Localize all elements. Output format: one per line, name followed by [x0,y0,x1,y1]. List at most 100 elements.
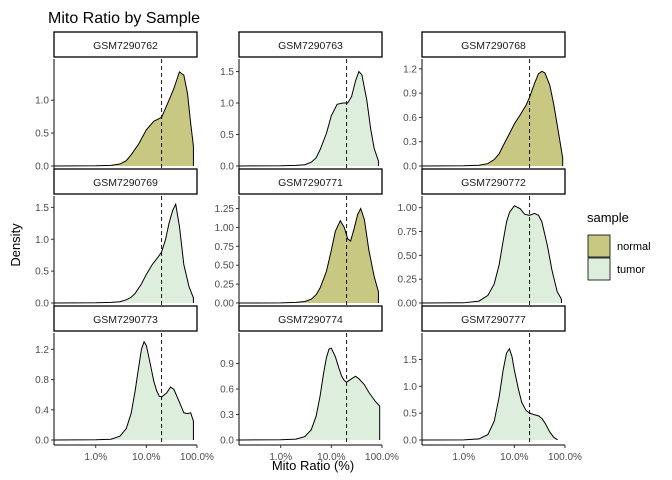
legend-key-normal [587,234,611,258]
facet-strip [421,31,566,58]
y-tick-label: 0.75 [398,227,418,238]
y-tick-label: 0.5 [220,130,234,141]
x-tick-label: 10.0% [317,452,345,463]
y-tick-label: 1.25 [215,204,235,215]
density-curve [238,70,379,167]
legend: sample normal tumor [587,210,651,281]
density-area [54,71,194,166]
y-tick-label: 0.0 [35,162,49,173]
facet-strip-label: GSM7290772 [461,177,526,189]
x-tick-label: 1.0% [452,452,475,463]
facet-panel: GSM7290771 0.00 0.25 0.50 0.75 1.00 1.25 [215,168,383,311]
legend-label-normal: normal [617,241,651,253]
density-curve [53,340,194,441]
density-area [422,71,563,166]
density-curve [421,70,564,167]
y-tick-label: 0.8 [35,375,49,386]
facet-strip-label: GSM7290773 [93,314,158,326]
y-tick-label: 1.2 [403,64,417,75]
x-tick-label: 10.0% [500,452,528,463]
facet-panel: GSM7290768 0.0 0.3 0.6 0.9 1.2 [403,31,566,174]
y-tick-label: 0.25 [398,275,418,286]
facet-panel: GSM7290769 0.0 0.5 1.0 1.5 [35,168,198,311]
facet-panel: GSM7290772 0.00 0.25 0.50 0.75 1.00 [398,168,566,311]
y-tick-label: 1.0 [35,96,49,107]
facet-strip [238,305,383,332]
y-tick-label: 0.0 [403,436,417,447]
y-tick-label: 0.5 [35,267,49,278]
facet-strip-label: GSM7290768 [461,40,526,52]
y-tick-label: 0.4 [35,405,49,416]
y-tick-label: 0.0 [220,162,234,173]
x-tick-label: 10.0% [132,452,160,463]
facet-strip [53,168,198,195]
y-tick-label: 1.2 [35,345,49,356]
facet-strip-label: GSM7290771 [278,177,343,189]
y-tick-label: 1.00 [215,223,235,234]
facet-panel: GSM7290774 0.0 0.3 0.6 0.9 1.0% 10.0% 100.0% [220,305,399,463]
y-tick-label: 1.0 [220,99,234,110]
legend-key-tumor [587,257,611,281]
density-area [54,204,194,303]
facet-strip-label: GSM7290774 [278,314,343,326]
y-tick-label: 0.0 [35,299,49,310]
y-tick-label: 0.9 [220,359,234,370]
density-area [422,348,558,440]
facet-strip-label: GSM7290762 [93,40,158,52]
facet-panels: GSM7290762 0.0 0.5 1.0 GSM7290763 0.0 0.5 1.0 1.… [35,31,582,463]
y-tick-label: 1.00 [398,203,418,214]
y-tick-label: 0.3 [220,410,234,421]
facet-strip [238,31,383,58]
y-tick-label: 0.9 [403,89,417,100]
x-axis-label: Mito Ratio (%) [272,458,354,473]
y-tick-label: 1.5 [220,67,234,78]
facet-strip [238,168,383,195]
density-area [239,348,380,440]
x-tick-label: 100.0% [180,452,214,463]
y-tick-label: 0.0 [220,436,234,447]
facet-panel: GSM7290777 0.0 0.5 1.0 1.5 1.0% 10.0% 100.0% [403,305,582,463]
density-area [422,205,562,303]
y-tick-label: 0.5 [35,129,49,140]
facet-strip [421,305,566,332]
y-tick-label: 1.0 [35,235,49,246]
y-tick-label: 0.0 [35,436,49,447]
legend-title: sample [587,210,629,225]
density-curve [53,71,194,167]
x-tick-label: 100.0% [548,452,582,463]
density-curve [53,202,194,304]
y-tick-label: 0.6 [403,113,417,124]
x-tick-label: 1.0% [84,452,107,463]
y-tick-label: 0.6 [220,385,234,396]
facet-strip-label: GSM7290777 [461,314,526,326]
density-area [239,71,379,166]
facet-strip-label: GSM7290769 [93,177,158,189]
density-curve [421,347,558,441]
y-tick-label: 0.5 [403,409,417,420]
density-curve [421,205,562,304]
facet-strip-label: GSM7290763 [278,40,343,52]
y-tick-label: 1.5 [35,203,49,214]
y-tick-label: 0.25 [215,280,235,291]
density-area [54,341,194,440]
y-tick-label: 0.0 [403,162,417,173]
y-tick-label: 0.00 [215,299,235,310]
facet-panel: GSM7290773 0.0 0.4 0.8 1.2 1.0% 10.0% 100.0% [35,305,214,463]
facet-strip [421,168,566,195]
y-tick-label: 0.00 [398,299,418,310]
y-axis-label: Density [8,223,23,267]
facet-panel: GSM7290763 0.0 0.5 1.0 1.5 [220,31,383,174]
legend-label-tumor: tumor [617,264,645,276]
x-tick-label: 1.0% [269,452,292,463]
y-tick-label: 0.3 [403,137,417,148]
y-tick-label: 0.75 [215,242,235,253]
density-area [239,208,379,303]
chart-title: Mito Ratio by Sample [48,10,200,27]
y-tick-label: 1.5 [403,355,417,366]
y-tick-label: 0.50 [398,251,418,262]
density-curve [238,207,379,304]
y-tick-label: 0.50 [215,261,235,272]
x-tick-label: 100.0% [365,452,399,463]
facet-strip [53,31,198,58]
